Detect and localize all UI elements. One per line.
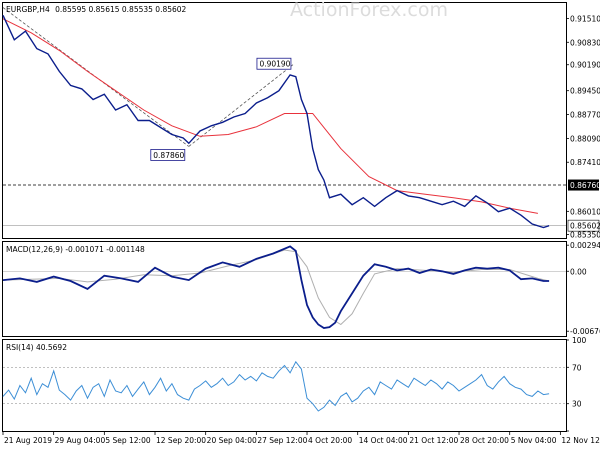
rsi-panel-frame — [2, 339, 567, 432]
price-annotation-box-1 — [150, 149, 186, 161]
price-annotation-label-0: 0.90190 — [259, 60, 290, 69]
x-axis: 21 Aug 2019 29 Aug 04:00 5 Sep 12:00 12 Sep… — [2, 431, 600, 445]
price-line — [2, 15, 550, 229]
resistance-label-box — [568, 179, 599, 191]
moving-average-line — [2, 18, 538, 214]
price-panel-frame — [2, 2, 567, 239]
rsi-line — [2, 360, 550, 412]
ohlc-label: 0.85595 0.85615 0.85535 0.85602 — [55, 5, 186, 14]
x-tick-label-4: 20 Sep 04:00 — [207, 436, 257, 445]
price-y-tick-label-2: 0.90190 — [570, 61, 600, 70]
x-tick-label-0: 21 Aug 2019 — [4, 436, 52, 445]
macd-y-tick-label-0: 0.002942 — [570, 241, 600, 250]
price-y-axis: 0.91510 0.90830 0.90190 0.89450 0.88770 0.880… — [566, 14, 600, 239]
rsi-y-axis: 100 70 30 — [566, 336, 587, 432]
price-y-tick-label-6: 0.87410 — [570, 158, 600, 167]
x-tick-label-9: 28 Oct 20:00 — [460, 436, 509, 445]
x-tick-label-5: 27 Sep 12:00 — [257, 436, 307, 445]
price-annotation-box-0 — [256, 57, 292, 70]
x-tick-label-8: 21 Oct 12:00 — [409, 436, 458, 445]
rsi-y-tick-label-1: 70 — [572, 363, 582, 372]
macd-header: MACD(12,26,9) -0.001071 -0.001148 — [6, 245, 145, 254]
watermark: ActionForex.com — [290, 0, 448, 21]
rsi-y-tick-label-0: 100 — [572, 336, 587, 345]
macd-panel-frame — [2, 241, 567, 337]
x-tick-label-10: 5 Nov 04:00 — [511, 436, 557, 445]
x-tick-label-11: 12 Nov 12:00 — [561, 436, 600, 445]
rsi-header: RSI(14) 40.5692 — [6, 343, 67, 352]
macd-marks — [2, 245, 566, 329]
price-y-tick-label-3: 0.89450 — [570, 87, 600, 96]
price-y-tick-label-1: 0.90830 — [570, 38, 600, 47]
price-header: EURGBP,H4 0.85595 0.85615 0.85535 0.8560… — [6, 5, 187, 14]
price-y-tick-label-5: 0.88090 — [570, 134, 600, 143]
rsi-y-tick-label-2: 30 — [572, 400, 582, 409]
macd-y-tick-label-1: 0.00 — [570, 267, 587, 276]
x-tick-label-1: 29 Aug 04:00 — [55, 436, 106, 445]
price-y-tick-label-0: 0.91510 — [570, 14, 600, 23]
macd-y-tick-label-2: -0.006761 — [570, 327, 600, 336]
price-y-tick-label-8: 0.85350 — [570, 230, 600, 239]
resistance-label: 0.86760 — [570, 181, 600, 190]
price-marks: 0.90190 0.87860 — [2, 7, 566, 229]
macd-line — [2, 245, 550, 329]
x-tick-label-7: 14 Oct 04:00 — [359, 436, 408, 445]
rsi-marks — [2, 360, 566, 412]
last-price-label-box — [567, 219, 600, 232]
price-annotation-label-1: 0.87860 — [153, 151, 184, 160]
x-tick-label-2: 5 Sep 12:00 — [105, 436, 151, 445]
symbol-label: EURGBP,H4 — [6, 5, 50, 14]
price-y-tick-label-7: 0.86010 — [570, 207, 600, 216]
last-price-label: 0.85602 — [570, 222, 600, 231]
trendline-1 — [188, 64, 294, 147]
x-tick-label-3: 12 Sep 20:00 — [156, 436, 206, 445]
x-tick-label-6: 4 Oct 20:00 — [308, 436, 352, 445]
price-y-tick-label-4: 0.88770 — [570, 111, 600, 120]
macd-y-axis: 0.002942 0.00 -0.006761 — [566, 241, 600, 336]
